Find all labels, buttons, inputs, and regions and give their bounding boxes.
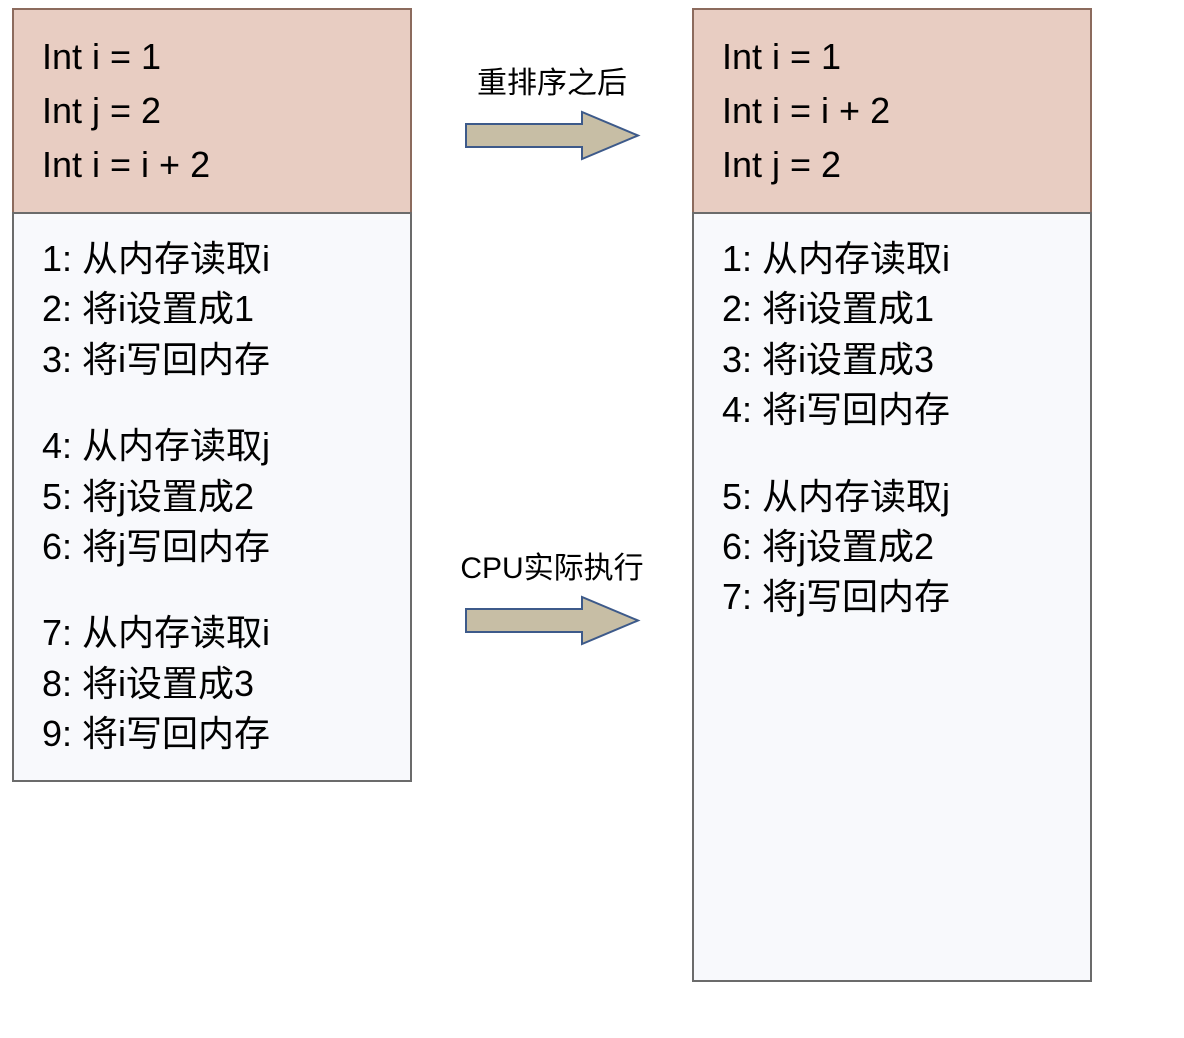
step-line: 7: 将j写回内存 [722, 572, 1062, 622]
step-line: 2: 将i设置成1 [42, 284, 382, 334]
step-line: 3: 将i写回内存 [42, 335, 382, 385]
step-gap [42, 385, 382, 421]
arrow-label: CPU实际执行 [460, 543, 643, 587]
step-line: 2: 将i设置成1 [722, 284, 1062, 334]
code-line: Int i = 1 [42, 30, 382, 84]
left-column: Int i = 1 Int j = 2 Int i = i + 2 1: 从内存… [12, 8, 412, 782]
code-line: Int i = 1 [722, 30, 1062, 84]
arrow-right-icon [462, 108, 642, 163]
left-steps-box: 1: 从内存读取i 2: 将i设置成1 3: 将i写回内存 4: 从内存读取j … [12, 212, 412, 782]
right-code-box: Int i = 1 Int i = i + 2 Int j = 2 [692, 8, 1092, 214]
step-line: 6: 将j设置成2 [722, 522, 1062, 572]
step-line: 1: 从内存读取i [722, 234, 1062, 284]
step-line: 8: 将i设置成3 [42, 659, 382, 709]
arrow-bottom-group: CPU实际执行 [460, 543, 643, 648]
step-line: 4: 将i写回内存 [722, 385, 1062, 435]
middle-column: 重排序之后 CPU实际执行 [412, 8, 692, 648]
step-line: 3: 将i设置成3 [722, 335, 1062, 385]
code-line: Int j = 2 [722, 138, 1062, 192]
step-line: 7: 从内存读取i [42, 608, 382, 658]
step-line: 5: 从内存读取j [722, 472, 1062, 522]
step-line: 4: 从内存读取j [42, 421, 382, 471]
right-column: Int i = 1 Int i = i + 2 Int j = 2 1: 从内存… [692, 8, 1092, 982]
step-line: 1: 从内存读取i [42, 234, 382, 284]
diagram-container: Int i = 1 Int j = 2 Int i = i + 2 1: 从内存… [0, 0, 1184, 990]
step-line: 6: 将j写回内存 [42, 522, 382, 572]
left-code-box: Int i = 1 Int j = 2 Int i = i + 2 [12, 8, 412, 214]
arrow-right-icon [462, 593, 642, 648]
arrow-label: 重排序之后 [477, 58, 627, 102]
code-line: Int i = i + 2 [722, 84, 1062, 138]
right-steps-box: 1: 从内存读取i 2: 将i设置成1 3: 将i设置成3 4: 将i写回内存 … [692, 212, 1092, 982]
code-line: Int i = i + 2 [42, 138, 382, 192]
code-line: Int j = 2 [42, 84, 382, 138]
step-line: 5: 将j设置成2 [42, 472, 382, 522]
step-line: 9: 将i写回内存 [42, 709, 382, 759]
step-gap [722, 436, 1062, 472]
step-gap [42, 572, 382, 608]
arrow-top-group: 重排序之后 [462, 58, 642, 163]
